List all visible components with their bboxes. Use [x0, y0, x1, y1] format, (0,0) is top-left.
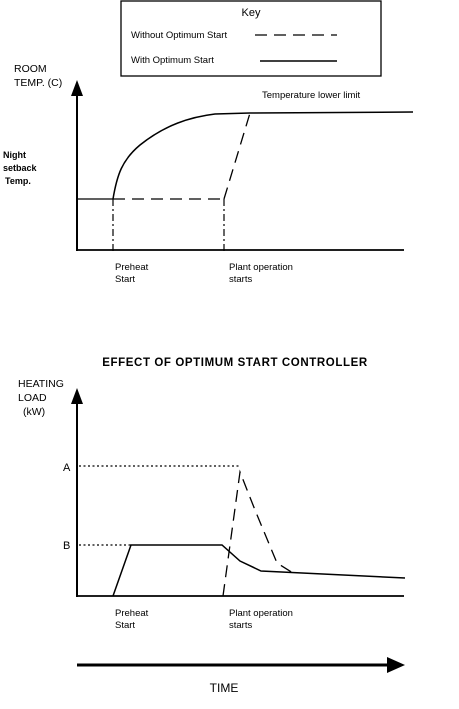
heating-load-chart: HEATING LOAD (kW) A B Preheat Start Plan… [18, 378, 406, 631]
level-b-label: B [63, 540, 70, 552]
key-title: Key [242, 7, 261, 19]
bottom-plant-label-line2: starts [229, 620, 252, 631]
top-plant-label-line1: Plant operation [229, 262, 293, 273]
key-legend: Key Without Optimum Start With Optimum S… [120, 0, 382, 77]
bottom-y-axis-arrowhead [71, 388, 83, 404]
bottom-plant-label-line1: Plant operation [229, 608, 293, 619]
time-label: TIME [210, 681, 239, 695]
temperature-limit-label: Temperature lower limit [262, 90, 361, 101]
without-optimum-load-profile [222, 469, 294, 597]
bottom-preheat-label-line2: Start [115, 620, 135, 631]
room-temp-chart: ROOM TEMP. (C) Night setback Temp. Tempe… [3, 63, 414, 285]
without-optimum-rise-dashed [223, 112, 251, 200]
with-optimum-curve [112, 111, 414, 200]
setback-label-line3: Temp. [5, 176, 31, 186]
time-axis-arrow: TIME [77, 657, 405, 695]
key-border [120, 0, 382, 77]
top-plant-label-line2: starts [229, 274, 252, 285]
with-optimum-load-profile [112, 544, 406, 597]
time-arrow-head [387, 657, 405, 673]
bottom-y-label-line1: HEATING [18, 378, 64, 390]
setback-label-line1: Night [3, 150, 26, 160]
top-preheat-label-line1: Preheat [115, 262, 149, 273]
top-y-axis-arrowhead [71, 80, 83, 96]
bottom-y-label-line2: LOAD [18, 392, 47, 404]
bottom-preheat-label-line1: Preheat [115, 608, 149, 619]
bottom-y-label-line3: (kW) [23, 406, 45, 418]
key-with-label: With Optimum Start [131, 55, 214, 66]
key-without-label: Without Optimum Start [131, 30, 227, 41]
top-y-label-line1: ROOM [14, 63, 47, 75]
setback-label-line2: setback [3, 163, 38, 173]
top-preheat-label-line2: Start [115, 274, 135, 285]
diagram-title: EFFECT OF OPTIMUM START CONTROLLER [102, 357, 368, 369]
top-y-label-line2: TEMP. (C) [14, 77, 62, 89]
level-a-label: A [63, 462, 71, 474]
